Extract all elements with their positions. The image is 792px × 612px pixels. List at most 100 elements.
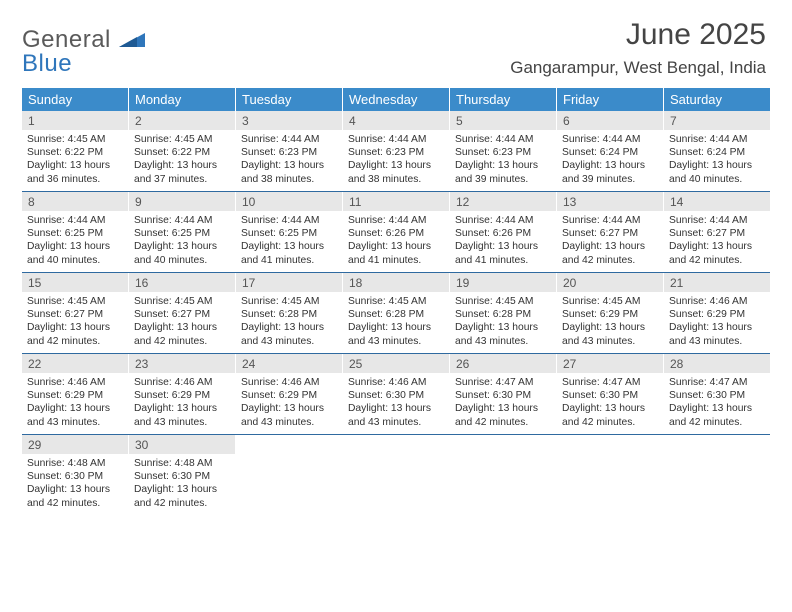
week-row: 22Sunrise: 4:46 AMSunset: 6:29 PMDayligh…	[22, 354, 770, 435]
day-number: 5	[450, 111, 556, 130]
day-details: Sunrise: 4:45 AMSunset: 6:28 PMDaylight:…	[343, 292, 449, 352]
day-cell: 21Sunrise: 4:46 AMSunset: 6:29 PMDayligh…	[664, 273, 770, 353]
calendar-page: General Blue June 2025 Gangarampur, West…	[0, 0, 792, 515]
day-number: 2	[129, 111, 235, 130]
day-details: Sunrise: 4:48 AMSunset: 6:30 PMDaylight:…	[129, 454, 235, 514]
day-details: Sunrise: 4:46 AMSunset: 6:29 PMDaylight:…	[236, 373, 342, 433]
day-cell: 13Sunrise: 4:44 AMSunset: 6:27 PMDayligh…	[557, 192, 664, 272]
day-number: 4	[343, 111, 449, 130]
day-details: Sunrise: 4:44 AMSunset: 6:27 PMDaylight:…	[664, 211, 770, 271]
day-cell: 15Sunrise: 4:45 AMSunset: 6:27 PMDayligh…	[22, 273, 129, 353]
day-cell: 5Sunrise: 4:44 AMSunset: 6:23 PMDaylight…	[450, 111, 557, 191]
dow-friday: Friday	[557, 88, 664, 111]
day-number: 6	[557, 111, 663, 130]
day-number: 1	[22, 111, 128, 130]
day-number: 3	[236, 111, 342, 130]
day-number: 19	[450, 273, 556, 292]
day-cell: 28Sunrise: 4:47 AMSunset: 6:30 PMDayligh…	[664, 354, 770, 434]
day-details: Sunrise: 4:45 AMSunset: 6:27 PMDaylight:…	[22, 292, 128, 352]
week-row: 29Sunrise: 4:48 AMSunset: 6:30 PMDayligh…	[22, 435, 770, 515]
logo: General Blue	[22, 18, 145, 76]
day-number: 23	[129, 354, 235, 373]
day-cell: 23Sunrise: 4:46 AMSunset: 6:29 PMDayligh…	[129, 354, 236, 434]
logo-triangle-icon	[119, 31, 145, 47]
day-cell: 27Sunrise: 4:47 AMSunset: 6:30 PMDayligh…	[557, 354, 664, 434]
day-cell: 1Sunrise: 4:45 AMSunset: 6:22 PMDaylight…	[22, 111, 129, 191]
day-details: Sunrise: 4:45 AMSunset: 6:27 PMDaylight:…	[129, 292, 235, 352]
dow-sunday: Sunday	[22, 88, 129, 111]
day-cell: 11Sunrise: 4:44 AMSunset: 6:26 PMDayligh…	[343, 192, 450, 272]
logo-word-blue: Blue	[22, 50, 72, 77]
day-details: Sunrise: 4:44 AMSunset: 6:23 PMDaylight:…	[450, 130, 556, 190]
calendar-grid: Sunday Monday Tuesday Wednesday Thursday…	[22, 88, 770, 515]
day-details: Sunrise: 4:45 AMSunset: 6:22 PMDaylight:…	[129, 130, 235, 190]
day-number: 13	[557, 192, 663, 211]
day-number: 10	[236, 192, 342, 211]
week-row: 15Sunrise: 4:45 AMSunset: 6:27 PMDayligh…	[22, 273, 770, 354]
location-label: Gangarampur, West Bengal, India	[510, 58, 766, 78]
logo-word-general: General	[22, 26, 111, 53]
day-details: Sunrise: 4:44 AMSunset: 6:26 PMDaylight:…	[450, 211, 556, 271]
title-block: June 2025 Gangarampur, West Bengal, Indi…	[510, 18, 770, 78]
day-number: 9	[129, 192, 235, 211]
day-number: 16	[129, 273, 235, 292]
day-number: 14	[664, 192, 770, 211]
day-number: 25	[343, 354, 449, 373]
day-cell: 20Sunrise: 4:45 AMSunset: 6:29 PMDayligh…	[557, 273, 664, 353]
day-cell: 24Sunrise: 4:46 AMSunset: 6:29 PMDayligh…	[236, 354, 343, 434]
day-cell: 7Sunrise: 4:44 AMSunset: 6:24 PMDaylight…	[664, 111, 770, 191]
day-cell-empty	[236, 435, 343, 515]
day-number: 30	[129, 435, 235, 454]
day-details: Sunrise: 4:47 AMSunset: 6:30 PMDaylight:…	[557, 373, 663, 433]
day-details: Sunrise: 4:47 AMSunset: 6:30 PMDaylight:…	[450, 373, 556, 433]
day-details: Sunrise: 4:46 AMSunset: 6:29 PMDaylight:…	[664, 292, 770, 352]
day-cell: 17Sunrise: 4:45 AMSunset: 6:28 PMDayligh…	[236, 273, 343, 353]
day-cell: 8Sunrise: 4:44 AMSunset: 6:25 PMDaylight…	[22, 192, 129, 272]
weeks-container: 1Sunrise: 4:45 AMSunset: 6:22 PMDaylight…	[22, 111, 770, 515]
day-number: 8	[22, 192, 128, 211]
day-number: 7	[664, 111, 770, 130]
day-details: Sunrise: 4:44 AMSunset: 6:27 PMDaylight:…	[557, 211, 663, 271]
day-cell-empty	[343, 435, 450, 515]
day-details: Sunrise: 4:44 AMSunset: 6:25 PMDaylight:…	[236, 211, 342, 271]
logo-text-wrap: General Blue	[22, 28, 145, 76]
day-number: 24	[236, 354, 342, 373]
day-details: Sunrise: 4:45 AMSunset: 6:28 PMDaylight:…	[450, 292, 556, 352]
day-cell: 25Sunrise: 4:46 AMSunset: 6:30 PMDayligh…	[343, 354, 450, 434]
day-number: 17	[236, 273, 342, 292]
day-cell: 29Sunrise: 4:48 AMSunset: 6:30 PMDayligh…	[22, 435, 129, 515]
dow-monday: Monday	[129, 88, 236, 111]
dow-saturday: Saturday	[664, 88, 770, 111]
day-cell: 12Sunrise: 4:44 AMSunset: 6:26 PMDayligh…	[450, 192, 557, 272]
day-number: 15	[22, 273, 128, 292]
day-cell: 6Sunrise: 4:44 AMSunset: 6:24 PMDaylight…	[557, 111, 664, 191]
day-details: Sunrise: 4:46 AMSunset: 6:29 PMDaylight:…	[129, 373, 235, 433]
dow-thursday: Thursday	[450, 88, 557, 111]
day-cell-empty	[450, 435, 557, 515]
day-details: Sunrise: 4:46 AMSunset: 6:29 PMDaylight:…	[22, 373, 128, 433]
day-cell: 14Sunrise: 4:44 AMSunset: 6:27 PMDayligh…	[664, 192, 770, 272]
day-cell: 18Sunrise: 4:45 AMSunset: 6:28 PMDayligh…	[343, 273, 450, 353]
month-title: June 2025	[510, 18, 766, 52]
day-cell: 26Sunrise: 4:47 AMSunset: 6:30 PMDayligh…	[450, 354, 557, 434]
week-row: 8Sunrise: 4:44 AMSunset: 6:25 PMDaylight…	[22, 192, 770, 273]
day-details: Sunrise: 4:44 AMSunset: 6:24 PMDaylight:…	[557, 130, 663, 190]
day-cell: 2Sunrise: 4:45 AMSunset: 6:22 PMDaylight…	[129, 111, 236, 191]
day-cell: 22Sunrise: 4:46 AMSunset: 6:29 PMDayligh…	[22, 354, 129, 434]
day-cell: 9Sunrise: 4:44 AMSunset: 6:25 PMDaylight…	[129, 192, 236, 272]
dow-tuesday: Tuesday	[236, 88, 343, 111]
week-row: 1Sunrise: 4:45 AMSunset: 6:22 PMDaylight…	[22, 111, 770, 192]
day-details: Sunrise: 4:45 AMSunset: 6:22 PMDaylight:…	[22, 130, 128, 190]
day-details: Sunrise: 4:48 AMSunset: 6:30 PMDaylight:…	[22, 454, 128, 514]
day-number: 29	[22, 435, 128, 454]
day-number: 27	[557, 354, 663, 373]
day-number: 28	[664, 354, 770, 373]
day-cell-empty	[664, 435, 770, 515]
day-number: 22	[22, 354, 128, 373]
dayofweek-header-row: Sunday Monday Tuesday Wednesday Thursday…	[22, 88, 770, 111]
day-cell: 3Sunrise: 4:44 AMSunset: 6:23 PMDaylight…	[236, 111, 343, 191]
day-details: Sunrise: 4:44 AMSunset: 6:25 PMDaylight:…	[129, 211, 235, 271]
day-details: Sunrise: 4:46 AMSunset: 6:30 PMDaylight:…	[343, 373, 449, 433]
dow-wednesday: Wednesday	[343, 88, 450, 111]
day-details: Sunrise: 4:45 AMSunset: 6:28 PMDaylight:…	[236, 292, 342, 352]
